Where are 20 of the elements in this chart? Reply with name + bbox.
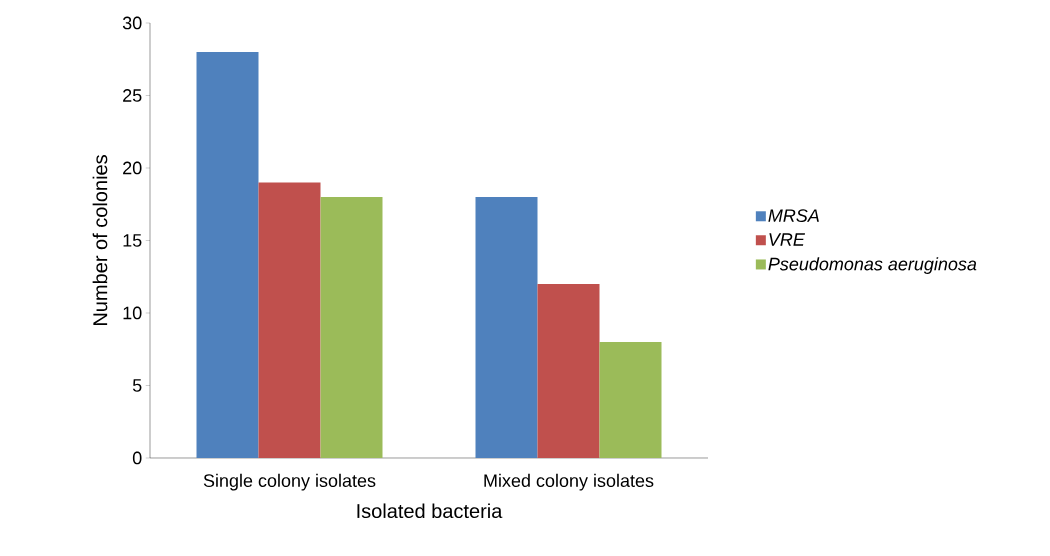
- legend-label: VRE: [769, 233, 806, 246]
- legend-label: Pseudomonas aeruginosa: [768, 257, 977, 274]
- legend-label: MRSA: [768, 209, 819, 222]
- y-tick-label: 15: [123, 234, 142, 247]
- y-tick-label: 0: [132, 451, 142, 465]
- x-tick-label: Mixed colony isolates: [484, 473, 654, 491]
- bar: [475, 196, 538, 458]
- y-axis-title: Number of colonies: [92, 155, 108, 325]
- bar: [320, 196, 383, 458]
- bar: [537, 283, 600, 458]
- x-axis-title: Isolated bacteria: [357, 503, 503, 519]
- y-tick-label: 20: [123, 161, 142, 175]
- y-tick-label: 30: [122, 16, 142, 30]
- bar: [258, 182, 321, 458]
- y-tick-label: 5: [132, 379, 142, 392]
- y-tick-label: 10: [123, 306, 142, 320]
- bar: [599, 341, 662, 458]
- y-tick-label: 25: [123, 89, 142, 102]
- bar: [196, 51, 259, 458]
- x-tick-label: Single colony isolates: [203, 473, 376, 491]
